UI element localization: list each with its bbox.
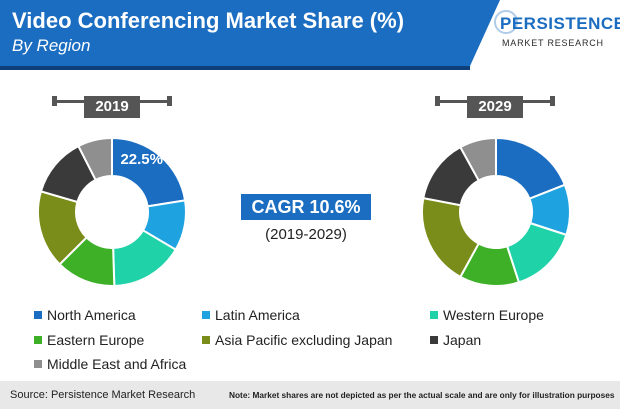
year-badge-2019: 2019	[52, 96, 172, 118]
legend-label: Middle East and Africa	[47, 356, 187, 372]
chart-title: Video Conferencing Market Share (%)	[12, 8, 405, 33]
legend-swatch	[34, 360, 42, 369]
legend-swatch	[202, 336, 210, 345]
legend-label: Asia Pacific excluding Japan	[215, 332, 393, 348]
title-band	[0, 0, 500, 66]
legend-swatch	[202, 311, 210, 320]
year-label-2019: 2019	[84, 96, 140, 118]
logo-main-text: PERSISTENCE	[500, 14, 620, 33]
donut-chart-2019: 22.5%	[37, 136, 187, 287]
legend-item: Latin America	[202, 307, 300, 323]
note-text: Note: Market shares are not depicted as …	[229, 390, 615, 400]
legend-item: Eastern Europe	[34, 332, 144, 348]
legend-item: Western Europe	[430, 307, 544, 323]
legend-swatch	[34, 336, 42, 345]
logo-mark-icon	[494, 10, 518, 34]
logo: PERSISTENCE MARKET RESEARCH	[494, 10, 620, 60]
cagr-badge: CAGR 10.6%	[241, 194, 371, 220]
year-cap	[52, 96, 57, 106]
legend-swatch	[430, 336, 438, 345]
legend-item: Asia Pacific excluding Japan	[202, 332, 392, 348]
year-cap	[550, 96, 555, 106]
source-text: Source: Persistence Market Research	[10, 389, 196, 401]
title-band-stripe	[0, 66, 470, 70]
donut-slice-middle-east-and-africa	[77, 136, 113, 182]
legend-label: North America	[47, 307, 136, 323]
year-label-2029: 2029	[467, 96, 523, 118]
logo-sub-text: MARKET RESEARCH	[502, 38, 604, 48]
donut-slice-middle-east-and-africa	[458, 136, 497, 182]
legend-swatch	[34, 311, 42, 320]
footer: Source: Persistence Market Research Note…	[0, 381, 620, 409]
cagr-period: (2019-2029)	[265, 226, 347, 243]
legend-label: Eastern Europe	[47, 332, 145, 348]
legend-item: Middle East and Africa	[34, 356, 186, 372]
data-label: 22.5%	[120, 151, 163, 168]
year-cap	[167, 96, 172, 106]
legend-label: Western Europe	[443, 307, 544, 323]
legend-label: Latin America	[215, 307, 300, 323]
legend-swatch	[430, 311, 438, 320]
legend-item: Japan	[430, 332, 481, 348]
chart-subtitle: By Region	[12, 36, 91, 55]
donut-chart-2029	[421, 136, 571, 287]
legend-item: North America	[34, 307, 136, 323]
year-badge-2029: 2029	[435, 96, 555, 118]
legend-label: Japan	[443, 332, 482, 348]
year-cap	[435, 96, 440, 106]
donut-slice-north-america	[111, 136, 187, 208]
